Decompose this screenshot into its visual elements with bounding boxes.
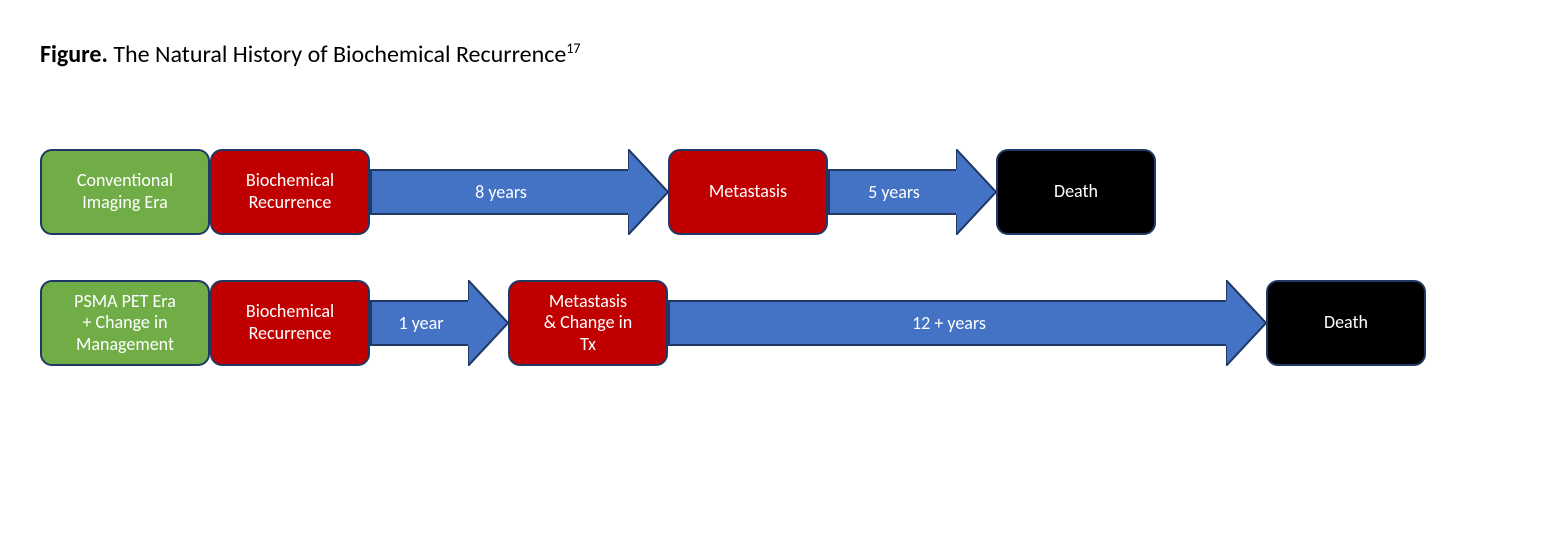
arrow-1y-label: 1 year — [399, 312, 444, 334]
arrow-12y-label: 12 + years — [912, 312, 986, 334]
flowchart: ConventionalImaging Era BiochemicalRecurr… — [40, 149, 1518, 366]
era-conventional-label: ConventionalImaging Era — [77, 170, 173, 213]
figure-title-prefix: Figure. — [40, 40, 108, 69]
figure-title-text: The Natural History of Biochemical Recur… — [113, 40, 566, 69]
arrow-12y: 12 + years — [668, 280, 1266, 366]
metastasis-1-label: Metastasis — [709, 181, 787, 203]
arrow-5y: 5 years — [828, 149, 996, 235]
metastasis-2-label: Metastasis& Change inTx — [544, 291, 632, 356]
metastasis-2: Metastasis& Change inTx — [508, 280, 668, 366]
death-2-label: Death — [1324, 312, 1368, 334]
era-conventional: ConventionalImaging Era — [40, 149, 210, 235]
arrow-8y-head-icon — [628, 149, 668, 235]
row-psma: PSMA PET Era+ Change inManagement Biochem… — [40, 280, 1518, 366]
bcr-2-label: BiochemicalRecurrence — [246, 301, 334, 344]
arrow-1y-head-icon — [468, 280, 508, 366]
arrow-8y-label: 8 years — [475, 181, 527, 203]
death-1-label: Death — [1054, 181, 1098, 203]
bcr-2: BiochemicalRecurrence — [210, 280, 370, 366]
death-2: Death — [1266, 280, 1426, 366]
era-psma-label: PSMA PET Era+ Change inManagement — [74, 291, 176, 356]
bcr-1-label: BiochemicalRecurrence — [246, 170, 334, 213]
era-psma: PSMA PET Era+ Change inManagement — [40, 280, 210, 366]
figure-title: Figure. The Natural History of Biochemic… — [40, 40, 1518, 69]
row-conventional: ConventionalImaging Era BiochemicalRecurr… — [40, 149, 1518, 235]
arrow-5y-label: 5 years — [868, 181, 920, 203]
arrow-1y: 1 year — [370, 280, 508, 366]
death-1: Death — [996, 149, 1156, 235]
arrow-5y-head-icon — [956, 149, 996, 235]
metastasis-1: Metastasis — [668, 149, 828, 235]
arrow-8y: 8 years — [370, 149, 668, 235]
bcr-1: BiochemicalRecurrence — [210, 149, 370, 235]
figure-title-sup: 17 — [566, 40, 580, 57]
arrow-12y-head-icon — [1226, 280, 1266, 366]
